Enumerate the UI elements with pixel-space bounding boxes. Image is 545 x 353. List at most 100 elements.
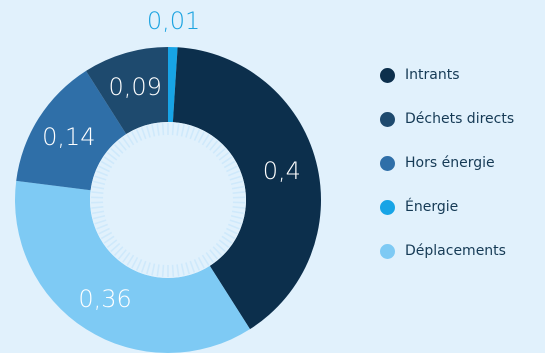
inner-ring-tick	[126, 134, 135, 146]
inner-ring-tick	[106, 151, 118, 161]
legend-item-hors-energie: Hors énergie	[380, 152, 545, 174]
inner-ring-tick	[197, 131, 205, 143]
inner-ring-tick	[92, 185, 105, 190]
inner-ring-tick	[185, 262, 190, 275]
legend-swatch-deplacements	[380, 243, 395, 259]
legend-swatch-dechets-directs	[380, 111, 395, 127]
legend-item-energie: Énergie	[380, 196, 545, 218]
inner-ring-tick	[193, 129, 201, 141]
inner-ring-tick	[231, 185, 244, 190]
slice-label-deplacements: 0,36	[78, 285, 131, 313]
inner-ring-tick	[226, 165, 238, 173]
legend-label-intrants: Intrants	[405, 67, 460, 83]
inner-ring-tick	[91, 191, 104, 195]
inner-ring-tick	[201, 134, 210, 146]
inner-ring-tick	[221, 235, 233, 244]
inner-ring-tick	[96, 223, 109, 230]
inner-ring-tick	[180, 124, 185, 137]
donut-hole	[90, 122, 246, 278]
inner-ring-tick	[131, 131, 139, 143]
inner-ring-tick	[94, 175, 107, 181]
inner-ring-tick	[197, 257, 205, 269]
slice-deplacements	[14, 180, 250, 353]
inner-ring-tick	[193, 259, 201, 271]
inner-ring-tick	[106, 239, 118, 249]
inner-ring-tick	[227, 170, 240, 177]
inner-ring-tick	[156, 123, 160, 136]
inner-ring-tick	[201, 254, 210, 266]
inner-ring-tick	[229, 219, 242, 225]
inner-ring-tick	[135, 129, 143, 141]
inner-ring-tick	[209, 140, 219, 151]
inner-ring-tick	[131, 257, 139, 269]
inner-ring-tick	[140, 127, 147, 140]
inner-ring-tick	[189, 127, 196, 140]
inner-ring-tick	[223, 231, 236, 240]
inner-ring-tick	[176, 123, 180, 136]
inner-ring-tick	[221, 156, 233, 165]
inner-ring-tick	[215, 147, 226, 158]
slice-label-energie: 0,01	[147, 7, 200, 35]
inner-ring-tick	[93, 180, 106, 186]
inner-ring-tick	[189, 260, 196, 273]
inner-ring-tick	[230, 180, 243, 186]
legend-swatch-energie	[380, 199, 395, 215]
inner-ring-tick	[122, 252, 131, 263]
inner-ring-tick	[185, 125, 190, 138]
inner-ring-tick	[215, 242, 226, 253]
inner-ring-tick	[135, 259, 143, 271]
inner-ring-tick	[117, 249, 127, 260]
inner-ring-tick	[176, 264, 180, 277]
inner-ring-tick	[140, 260, 147, 273]
inner-ring-tick	[205, 252, 214, 263]
inner-ring-tick	[96, 170, 109, 177]
inner-ring-tick	[218, 239, 230, 249]
inner-ring-tick	[212, 144, 223, 154]
inner-ring-tick	[227, 223, 240, 230]
legend-label-energie: Énergie	[405, 199, 459, 215]
inner-ring-tick	[110, 147, 121, 158]
inner-ring-tick	[231, 210, 244, 215]
slice-label-dechets-directs: 0,09	[108, 73, 161, 101]
inner-ring-tick	[146, 262, 151, 275]
inner-ring-tick	[122, 137, 131, 148]
inner-ring-tick	[151, 263, 156, 276]
inner-ring-tick	[161, 264, 165, 277]
legend-label-hors-energie: Hors énergie	[405, 155, 495, 171]
legend-item-deplacements: Déplacements	[380, 240, 545, 262]
inner-ring-tick	[232, 205, 245, 209]
inner-ring-tick	[110, 242, 121, 253]
inner-ring-tick	[205, 137, 214, 148]
inner-ring-tick	[117, 140, 127, 151]
inner-ring-tick	[230, 214, 243, 220]
inner-ring-tick	[212, 246, 223, 256]
inner-ring-tick	[126, 254, 135, 266]
slice-label-hors-energie: 0,14	[42, 123, 95, 151]
inner-ring-tick	[103, 235, 115, 244]
inner-ring-tick	[151, 124, 156, 137]
inner-ring-tick	[113, 144, 124, 154]
inner-ring-tick	[218, 151, 230, 161]
inner-ring-tick	[146, 125, 151, 138]
inner-ring-tick	[223, 160, 236, 169]
inner-ring-tick	[226, 227, 238, 235]
legend-label-deplacements: Déplacements	[405, 243, 506, 259]
inner-ring-tick	[93, 214, 106, 220]
inner-ring-tick	[156, 264, 160, 277]
legend-item-intrants: Intrants	[380, 64, 545, 86]
inner-ring-tick	[171, 123, 175, 136]
inner-ring-tick	[98, 165, 110, 173]
inner-ring-tick	[103, 156, 115, 165]
inner-ring-tick	[180, 263, 185, 276]
inner-ring-tick	[232, 191, 245, 195]
legend-label-dechets-directs: Déchets directs	[405, 111, 515, 127]
inner-ring-tick	[229, 175, 242, 181]
inner-ring-tick	[100, 231, 113, 240]
slice-label-intrants: 0,4	[263, 157, 301, 185]
slice-hors-energie	[16, 70, 127, 191]
inner-ring-tick	[98, 227, 110, 235]
inner-ring-tick	[171, 264, 175, 277]
inner-ring-tick	[209, 249, 219, 260]
inner-ring-tick	[161, 123, 165, 136]
